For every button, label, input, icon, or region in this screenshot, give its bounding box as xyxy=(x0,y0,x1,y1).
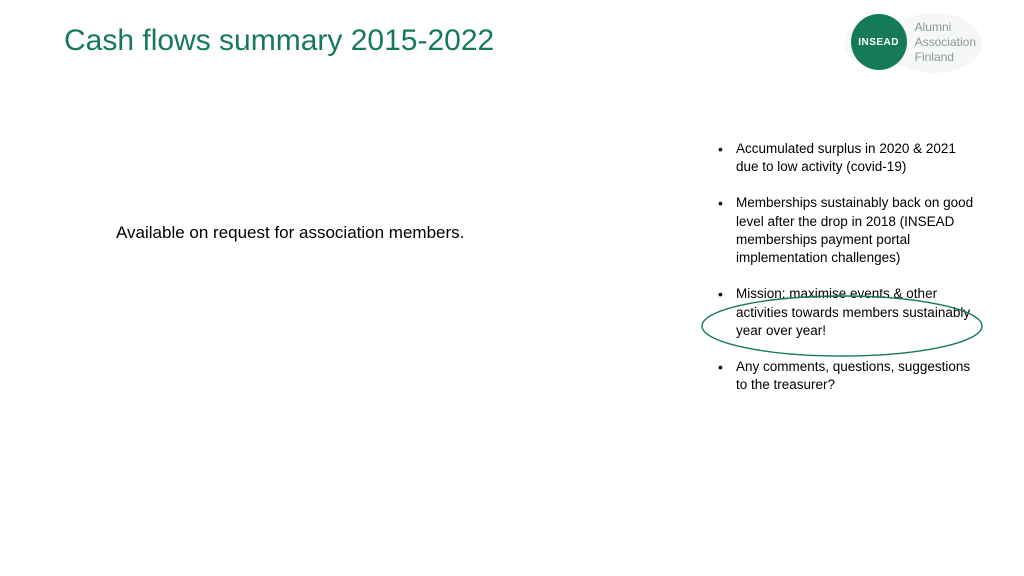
page-title: Cash flows summary 2015-2022 xyxy=(64,24,494,58)
bullet-list: Accumulated surplus in 2020 & 2021 due t… xyxy=(714,140,980,412)
logo-line-3: Finland xyxy=(915,50,976,65)
bullet-item: Any comments, questions, suggestions to … xyxy=(714,358,980,394)
logo-line-2: Association xyxy=(915,35,976,50)
bullet-item: Memberships sustainably back on good lev… xyxy=(714,194,980,267)
logo-badge: INSEAD xyxy=(851,14,907,70)
body-text: Available on request for association mem… xyxy=(116,223,464,243)
logo: INSEAD Alumni Association Finland xyxy=(851,14,976,70)
logo-line-1: Alumni xyxy=(915,20,976,35)
bullet-item: Mission: maximise events & other activit… xyxy=(714,285,980,340)
logo-badge-text: INSEAD xyxy=(858,37,899,48)
bullet-item: Accumulated surplus in 2020 & 2021 due t… xyxy=(714,140,980,176)
logo-text: Alumni Association Finland xyxy=(915,20,976,65)
